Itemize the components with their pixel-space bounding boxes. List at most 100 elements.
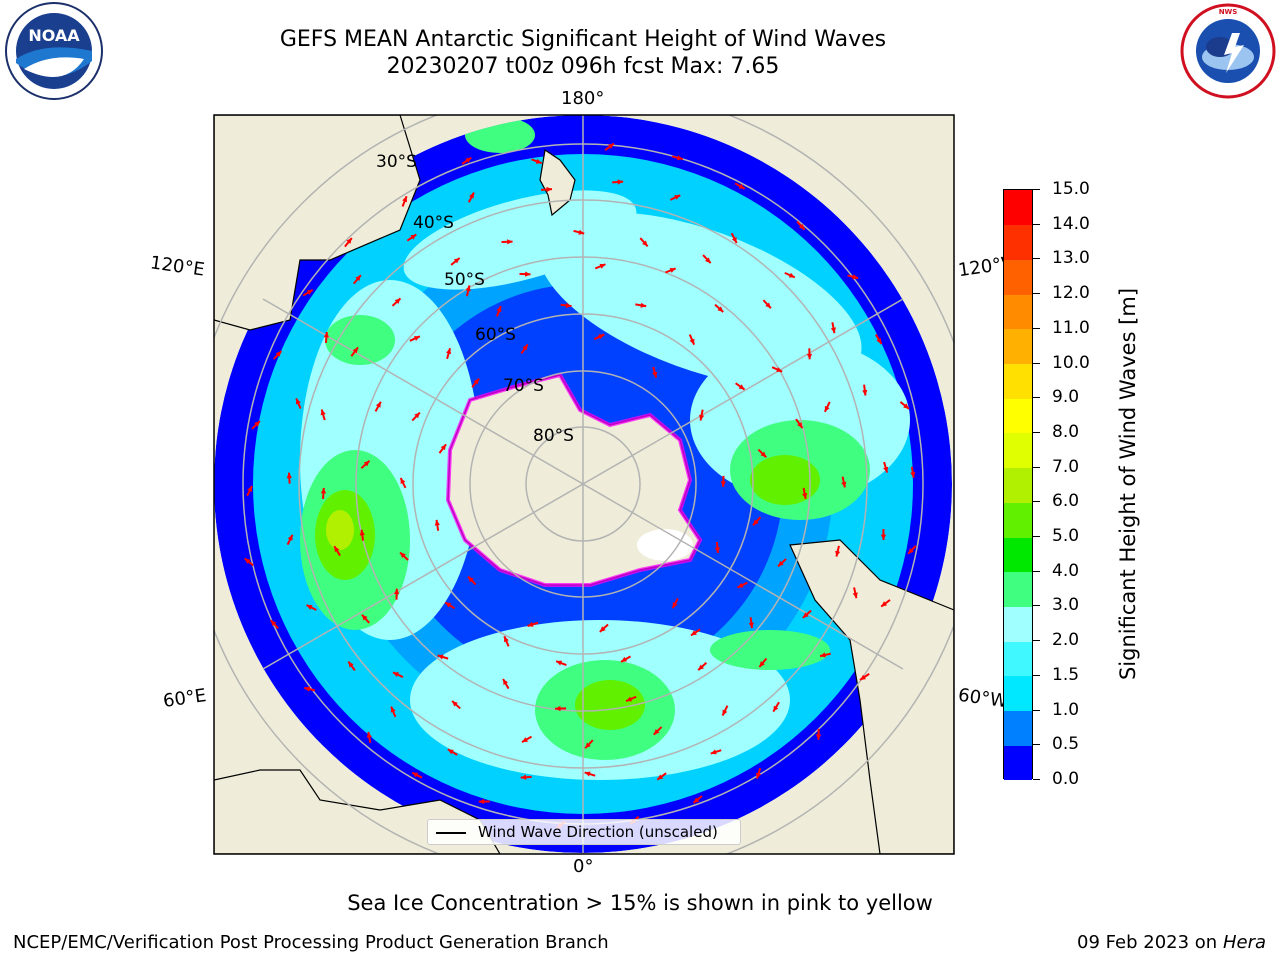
- wave-arrow-head: [507, 239, 513, 245]
- colorbar-tick-mark: [1033, 293, 1040, 294]
- wave-arrow-head: [375, 401, 381, 408]
- wave-arrow-head: [556, 660, 563, 666]
- wave-arrow-head: [334, 546, 340, 553]
- wave-arrow-head: [244, 558, 251, 564]
- wave-arrow-head: [445, 602, 452, 608]
- wave-arrow-head: [773, 705, 779, 712]
- wave-arrow-head: [584, 771, 591, 777]
- wave-arrow-head: [908, 548, 914, 554]
- nws-logo: NWS: [1180, 3, 1276, 99]
- wave-arrow-head: [653, 728, 660, 735]
- colorbar-tick-mark: [1033, 571, 1040, 572]
- wave-arrow-head: [473, 378, 480, 385]
- wave-arrow-head: [642, 240, 648, 247]
- colorbar-segment: [1004, 363, 1032, 399]
- wave-arrow-head: [880, 534, 887, 540]
- wave-arrow-head: [802, 612, 809, 618]
- colorbar-tick-mark: [1033, 536, 1040, 537]
- wave-arrow-head: [434, 519, 440, 526]
- lon-label-0: 0°: [573, 856, 594, 877]
- colorbar-tick-mark: [1033, 640, 1040, 641]
- wave-arrow-head: [555, 705, 561, 712]
- wave-arrow-head: [598, 334, 605, 340]
- wave-arrow-head: [841, 481, 847, 488]
- australia-land: [214, 115, 421, 331]
- sea-ice-edge: [445, 372, 703, 587]
- colorbar-tick-label: 1.5: [1052, 665, 1080, 685]
- wave-arrow-head: [412, 772, 419, 778]
- ice-shelf: [637, 529, 693, 561]
- wave-arrow-head: [503, 679, 509, 686]
- date-text: 09 Feb 2023 on Hera: [1077, 932, 1266, 953]
- wave-arrow-head: [910, 471, 916, 478]
- wave-arrow-head: [390, 706, 396, 713]
- wave-arrow-head: [359, 529, 365, 536]
- wave-arrow-head: [522, 344, 528, 351]
- colorbar-segment: [1004, 537, 1032, 573]
- colorbar-segment: [1004, 259, 1032, 295]
- wave-arrow-head: [355, 275, 361, 281]
- colorbar-tick-mark: [1033, 467, 1040, 468]
- lat-label-60s: 60°S: [475, 325, 516, 345]
- wave-arrow-head: [320, 409, 326, 416]
- colorbar-tick-label: 0.0: [1052, 769, 1080, 789]
- colorbar-segment: [1004, 398, 1032, 434]
- wave-arrow-head: [753, 519, 759, 526]
- wave-arrow-head: [799, 223, 805, 230]
- wave-arrow-head: [776, 367, 783, 372]
- wave-arrow-head: [366, 731, 372, 738]
- colorbar-tick-label: 3.0: [1052, 595, 1080, 615]
- wave-arrow-head: [320, 487, 327, 494]
- colorbar-tick-label: 7.0: [1052, 457, 1080, 477]
- colorbar-tick-label: 14.0: [1052, 214, 1090, 234]
- wave-arrow-head: [363, 460, 370, 467]
- wave-arrow-head: [720, 481, 726, 487]
- colorbar-tick-label: 13.0: [1052, 248, 1090, 268]
- wave-arrow-head: [440, 444, 447, 451]
- wave-arrow-head: [824, 405, 830, 412]
- sea-ice-note: Sea Ice Concentration > 15% is shown in …: [347, 891, 933, 915]
- wave-arrow-head: [527, 621, 534, 627]
- wave-arrow-head: [565, 302, 572, 309]
- noaa-logo: NOAA: [5, 2, 103, 100]
- wave-arrow-head: [465, 285, 471, 292]
- chart-subtitle: 20230207 t00z 096h fcst Max: 7.65: [386, 54, 780, 79]
- graticule: [214, 115, 954, 854]
- wave-arrow-head: [676, 155, 683, 161]
- wave-arrow-head: [496, 306, 502, 313]
- lat-label-50s: 50°S: [444, 270, 485, 290]
- wave-arrow-head: [413, 336, 420, 341]
- wave-arrow-head: [478, 798, 485, 805]
- wave-arrow-head: [352, 347, 359, 354]
- wave-arrow-head: [578, 229, 585, 235]
- wave-arrow-head: [881, 601, 888, 607]
- south-america-land: [789, 539, 954, 854]
- colorbar-tick-label: 2.0: [1052, 630, 1080, 650]
- wave-arrow-head: [437, 654, 444, 660]
- chart-title: GEFS MEAN Antarctic Significant Height o…: [279, 27, 887, 52]
- colorbar-segment: [1004, 641, 1032, 677]
- wave-arrow-head: [705, 257, 711, 264]
- colorbar-segment: [1004, 710, 1032, 746]
- lat-label-80s: 80°S: [533, 426, 574, 446]
- wave-arrow-head: [710, 749, 717, 755]
- colorbar-tick-mark: [1033, 605, 1040, 606]
- wave-arrow-head: [748, 622, 754, 629]
- colorbar-tick-label: 8.0: [1052, 422, 1080, 442]
- date-value: 09 Feb 2023 on: [1077, 932, 1218, 953]
- wave-arrow-head: [698, 664, 704, 671]
- wave-arrow-head: [852, 592, 858, 599]
- colorbar-tick-mark: [1033, 432, 1040, 433]
- colorbar-tick-mark: [1033, 779, 1040, 780]
- wave-arrow-head: [672, 602, 678, 609]
- wave-arrow-head: [835, 550, 841, 557]
- colorbar-tick-label: 11.0: [1052, 318, 1090, 338]
- colorbar-segment: [1004, 571, 1032, 607]
- wave-arrow-head: [674, 195, 681, 200]
- wave-arrow-head: [717, 306, 724, 312]
- colorbar-tick-mark: [1033, 258, 1040, 259]
- wave-arrow-head: [830, 327, 836, 334]
- colorbar-segment: [1004, 745, 1032, 781]
- wave-direction-arrows: [244, 142, 917, 830]
- wave-arrow-head: [468, 576, 474, 583]
